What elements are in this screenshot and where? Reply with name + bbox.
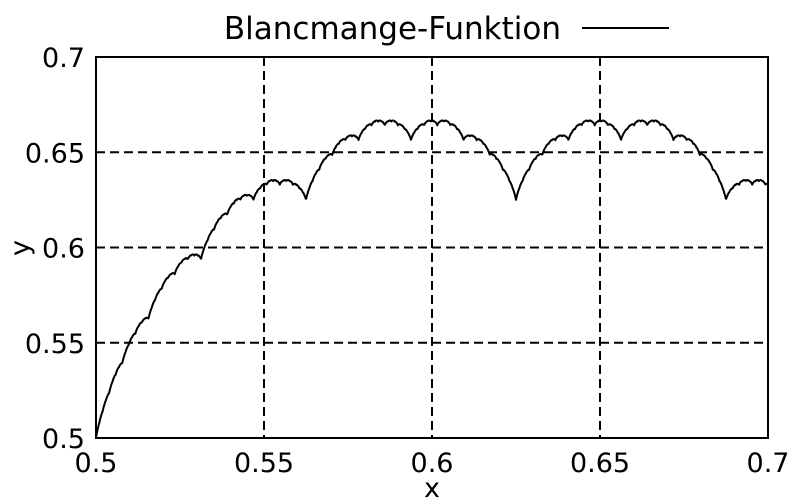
x-axis-title: x (424, 473, 440, 500)
plot-frame (95, 56, 769, 439)
legend-label: Blancmange-Funktion (224, 11, 561, 47)
legend: Blancmange-Funktion (224, 11, 669, 47)
x-tick-label: 0.5 (75, 448, 118, 479)
x-tick-label: 0.55 (234, 448, 294, 479)
y-tick-label: 0.65 (25, 138, 85, 169)
y-axis-title: y (5, 240, 36, 256)
y-tick-label: 0.7 (42, 43, 85, 74)
x-axis-ticks: 0.5 0.55 0.6 0.65 0.7 (75, 448, 790, 479)
y-tick-label: 0.5 (42, 424, 85, 455)
y-tick-label: 0.6 (42, 234, 85, 265)
x-tick-label: 0.6 (411, 448, 454, 479)
grid (95, 56, 769, 439)
y-tick-label: 0.55 (25, 329, 85, 360)
series-line-blancmange (95, 119, 769, 439)
y-axis-ticks: 0.5 0.55 0.6 0.65 0.7 (25, 43, 85, 455)
x-tick-label: 0.7 (747, 448, 790, 479)
x-tick-label: 0.65 (570, 448, 630, 479)
